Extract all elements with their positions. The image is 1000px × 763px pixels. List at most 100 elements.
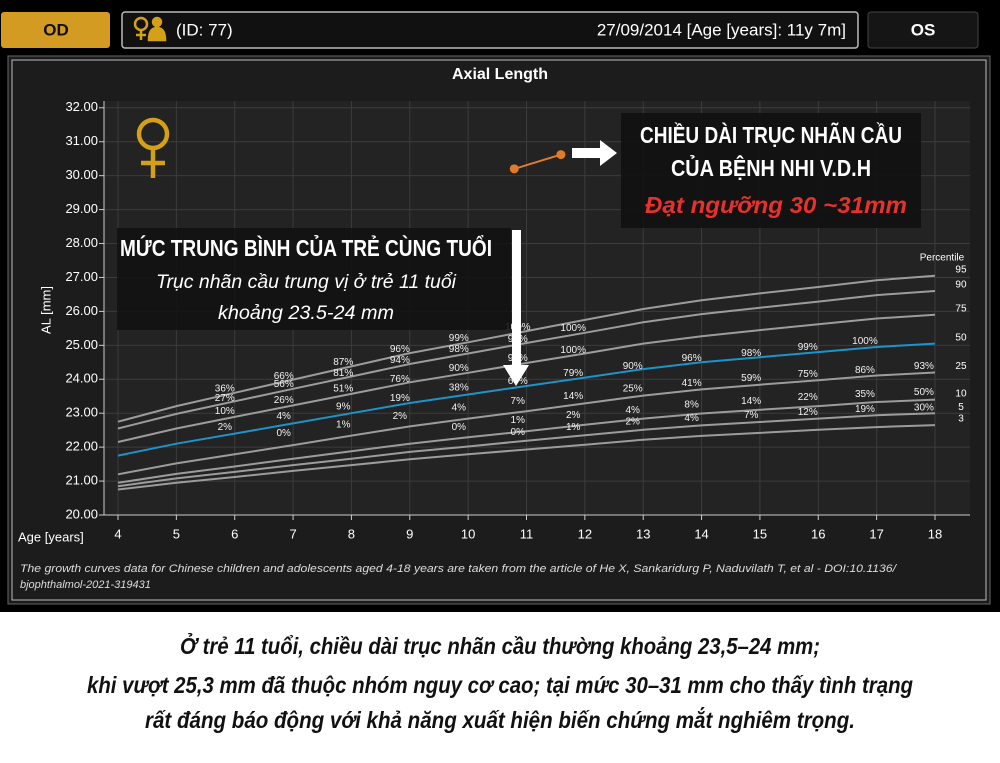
od-label[interactable]: OD <box>43 20 69 39</box>
y-tick-label: 21.00 <box>65 473 98 488</box>
point-label: 1% <box>336 420 351 431</box>
point-label: 100% <box>560 345 586 356</box>
x-tick-label: 10 <box>461 526 475 541</box>
callout-text: CHIỀU DÀI TRỤC NHÃN CẦU <box>640 121 902 148</box>
y-tick-label: 27.00 <box>65 269 98 284</box>
point-label: 4% <box>277 411 292 422</box>
os-label[interactable]: OS <box>911 20 936 39</box>
point-label: 81% <box>333 368 353 379</box>
x-tick-label: 7 <box>289 526 296 541</box>
point-label: 56% <box>274 379 294 390</box>
percentile-curve <box>117 274 936 423</box>
percentile-curve <box>117 313 936 443</box>
point-label: 100% <box>560 323 586 334</box>
point-label: 90% <box>623 361 643 372</box>
x-tick-label: 18 <box>928 526 942 541</box>
point-label: 27% <box>215 393 235 404</box>
point-label: 2% <box>625 417 640 428</box>
point-label: 7% <box>511 396 526 407</box>
od-button[interactable] <box>1 12 110 48</box>
callout-box <box>621 113 921 228</box>
percentile-curve <box>117 412 936 488</box>
point-label: 7% <box>744 410 759 421</box>
point-label: 30% <box>914 403 934 414</box>
y-tick-label: 23.00 <box>65 405 98 420</box>
patient-id: (ID: 77) <box>176 20 233 39</box>
point-label: 2% <box>393 411 408 422</box>
point-label: 4% <box>625 405 640 416</box>
point-label: 1% <box>566 422 581 433</box>
x-tick-label: 5 <box>173 526 180 541</box>
point-label: 76% <box>390 374 410 385</box>
point-label: 93% <box>914 361 934 372</box>
female-symbol <box>136 117 170 178</box>
x-tick-label: 15 <box>753 526 767 541</box>
point-label: 51% <box>333 384 353 395</box>
point-label: 90% <box>449 363 469 374</box>
point-label: 79% <box>563 368 583 379</box>
point-label: 26% <box>274 395 294 406</box>
curves <box>117 150 936 491</box>
x-axis-label: Age [years] <box>18 529 84 544</box>
percentile-curve <box>117 398 936 484</box>
point-label: 1% <box>511 415 526 426</box>
point-label: 4% <box>684 413 699 424</box>
x-tick-label: 14 <box>694 526 708 541</box>
point-label: 14% <box>563 391 583 402</box>
point-label: 22% <box>798 392 818 403</box>
chart-title: Axial Length <box>452 66 548 83</box>
point-label: 14% <box>741 396 761 407</box>
point-label: 75% <box>798 369 818 380</box>
point-label: 86% <box>855 365 875 376</box>
y-tick-label: 20.00 <box>65 506 98 521</box>
point-label: 66% <box>274 371 294 382</box>
caption-background <box>0 612 1000 758</box>
gender-icon <box>133 16 167 42</box>
point-label: 36% <box>215 384 235 395</box>
point-label: 35% <box>855 389 875 400</box>
x-tick-label: 11 <box>520 526 534 541</box>
patient-point <box>556 150 566 160</box>
percentile-curve <box>117 342 936 457</box>
x-tick-label: 16 <box>811 526 825 541</box>
point-label: 2% <box>566 410 581 421</box>
callout-note: khoảng 23.5-24 mm <box>218 303 394 324</box>
callout-note: Trục nhãn cầu trung vị ở trẻ 11 tuổi <box>156 272 457 293</box>
point-label: 41% <box>682 378 702 389</box>
point-label: 96% <box>390 344 410 355</box>
point-label: 99% <box>798 342 818 353</box>
arrow-right <box>572 140 617 166</box>
point-label: 98% <box>449 344 469 355</box>
legend-entry: 25 <box>955 361 967 372</box>
y-tick-label: 22.00 <box>65 439 98 454</box>
x-tick-label: 12 <box>578 526 592 541</box>
y-tick-label: 25.00 <box>65 337 98 352</box>
chart-inner-border <box>11 59 987 601</box>
y-axis-label: AL [mm] <box>38 286 53 334</box>
point-label: 38% <box>449 383 469 394</box>
exam-date: 27/09/2014 [Age [years]: 11y 7m] <box>597 20 846 39</box>
point-label: 0% <box>452 422 467 433</box>
point-label: 87% <box>333 357 353 368</box>
x-tick-label: 6 <box>231 526 238 541</box>
footnote: The growth curves data for Chinese child… <box>20 563 897 575</box>
y-tick-label: 24.00 <box>65 371 98 386</box>
arrow-down <box>503 230 529 386</box>
percentile-curve <box>117 424 936 491</box>
point-label: 4% <box>452 403 467 414</box>
point-label: 59% <box>741 373 761 384</box>
legend-title: Percentile <box>920 253 965 264</box>
callout-box <box>117 228 511 330</box>
point-label: 50% <box>914 387 934 398</box>
x-tick-label: 9 <box>406 526 413 541</box>
y-tick-label: 30.00 <box>65 167 98 182</box>
legend-entry: 50 <box>955 332 967 343</box>
point-label: 98% <box>741 348 761 359</box>
x-tick-label: 4 <box>114 526 121 541</box>
point-label: 12% <box>798 407 818 418</box>
point-label: 94% <box>390 355 410 366</box>
os-button[interactable] <box>867 11 979 49</box>
legend-entry: 3 <box>958 414 964 425</box>
legend-entry: 95 <box>955 264 967 275</box>
